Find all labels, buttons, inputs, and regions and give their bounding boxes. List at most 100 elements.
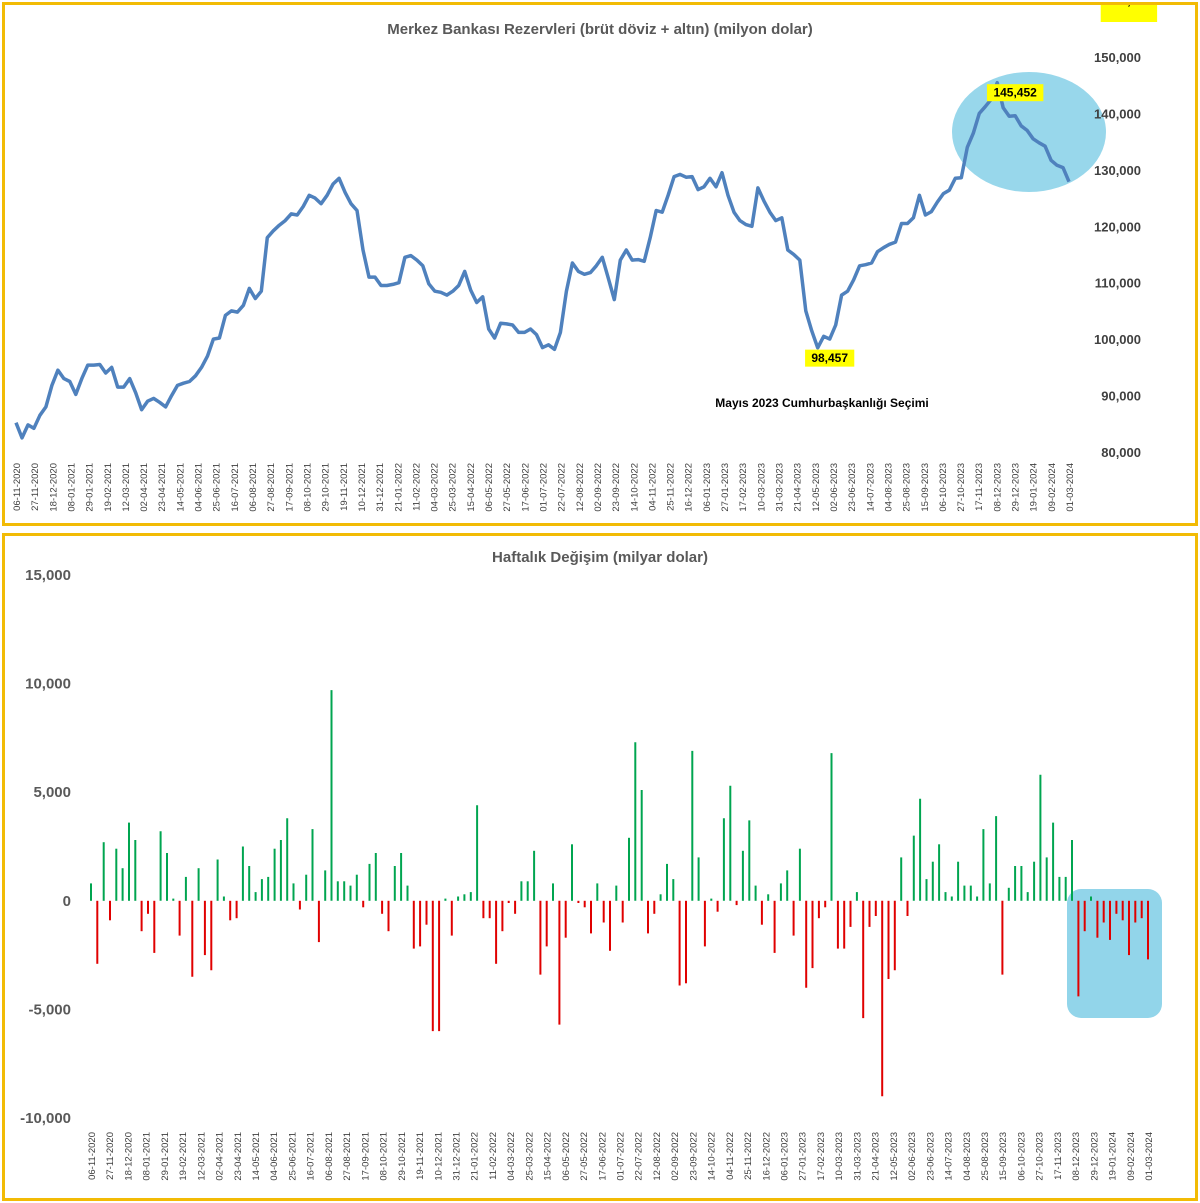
x-tick-label: 06-08-2021 (248, 463, 259, 512)
x-tick-label: 06-01-2023 (702, 463, 713, 512)
x-tick-label: 06-11-2020 (87, 1132, 98, 1180)
x-tick-label: 16-12-2022 (684, 463, 695, 512)
callout-label: 145,452 (993, 86, 1037, 100)
y-tick-label: 120,000 (1094, 219, 1141, 234)
x-tick-label: 08-12-2023 (1071, 1132, 1082, 1181)
x-tick-label: 25-03-2022 (524, 1132, 535, 1181)
x-tick-label: 25-06-2021 (212, 463, 223, 512)
x-tick-label: 27-11-2020 (105, 1132, 116, 1180)
x-tick-label: 02-06-2023 (907, 1132, 918, 1181)
x-tick-label: 21-01-2022 (393, 463, 404, 512)
x-tick-label: 16-07-2021 (306, 1132, 317, 1181)
x-tick-label: 01-07-2022 (539, 463, 550, 512)
x-tick-label: 10-12-2021 (357, 463, 368, 512)
reserves-series-line (14, 80, 1071, 440)
callout-label: 98,457 (811, 351, 848, 365)
x-tick-label: 27-10-2023 (956, 463, 967, 512)
x-tick-label: 29-10-2021 (321, 463, 332, 512)
x-tick-label: 10-03-2023 (756, 463, 767, 512)
x-tick-label: 08-10-2021 (303, 463, 314, 512)
x-tick-label: 17-09-2021 (360, 1132, 371, 1181)
x-tick-label: 04-11-2022 (647, 463, 658, 511)
x-tick-label: 10-03-2023 (834, 1132, 845, 1181)
weekly-change-chart-title: Haftalık Değişim (milyar dolar) (492, 549, 708, 566)
y-tick-label: 10,000 (25, 676, 71, 693)
x-tick-label: 19-01-2024 (1108, 1132, 1119, 1181)
x-tick-label: 15-09-2023 (920, 463, 931, 512)
x-tick-label: 29-12-2023 (1089, 1132, 1100, 1181)
x-tick-label: 19-11-2021 (415, 1132, 426, 1180)
x-tick-label: 31-03-2023 (775, 463, 786, 512)
y-tick-label: -10,000 (20, 1110, 71, 1127)
x-tick-label: 16-07-2021 (230, 463, 241, 512)
x-tick-label: 10-12-2021 (433, 1132, 444, 1181)
x-tick-label: 23-09-2022 (611, 463, 622, 512)
y-tick-label: 90,000 (1101, 389, 1141, 404)
x-tick-label: 31-03-2023 (852, 1132, 863, 1181)
y-tick-label: 0 (63, 893, 71, 910)
y-tick-label: 130,000 (1094, 163, 1141, 178)
callout-background (805, 349, 855, 367)
x-tick-label: 27-08-2021 (266, 463, 277, 512)
x-tick-label: 17-02-2023 (816, 1132, 827, 1181)
x-tick-label: 12-05-2023 (889, 1132, 900, 1181)
x-tick-label: 02-04-2021 (215, 1132, 226, 1181)
x-tick-label: 06-11-2020 (12, 463, 23, 511)
x-tick-label: 17-06-2022 (520, 463, 531, 512)
x-tick-label: 12-08-2022 (575, 463, 586, 512)
x-tick-label: 06-10-2023 (1016, 1132, 1027, 1181)
callout-background (986, 84, 1044, 102)
x-tick-label: 08-10-2021 (379, 1132, 390, 1181)
x-tick-label: 19-01-2024 (1029, 463, 1040, 512)
y-tick-label: 110,000 (1095, 276, 1141, 291)
x-tick-label: 29-10-2021 (397, 1132, 408, 1181)
x-tick-label: 25-06-2021 (288, 1132, 299, 1181)
x-tick-label: 12-03-2021 (196, 1132, 207, 1181)
x-tick-label: 31-12-2021 (452, 1132, 463, 1181)
x-tick-label: 01-07-2022 (616, 1132, 627, 1181)
x-tick-label: 02-09-2022 (670, 1132, 681, 1181)
x-tick-label: 29-12-2023 (1011, 463, 1022, 512)
x-tick-label: 25-11-2022 (666, 463, 677, 511)
x-tick-label: 08-01-2021 (67, 463, 78, 512)
x-tick-label: 11-02-2022 (488, 1132, 499, 1180)
x-tick-label: 25-03-2022 (448, 463, 459, 512)
x-tick-label: 19-11-2021 (339, 463, 350, 511)
x-tick-label: 19-02-2021 (178, 1132, 189, 1181)
highlight-box (1067, 889, 1162, 1018)
x-tick-label: 17-06-2022 (597, 1132, 608, 1181)
x-tick-label: 14-07-2023 (944, 1132, 955, 1181)
y-tick-label: -5,000 (28, 1001, 71, 1018)
x-tick-label: 02-09-2022 (593, 463, 604, 512)
x-tick-label: 04-08-2023 (962, 1132, 973, 1181)
x-tick-label: 04-11-2022 (725, 1132, 736, 1180)
x-tick-label: 12-05-2023 (811, 463, 822, 512)
y-tick-label: 140,000 (1094, 106, 1141, 121)
x-tick-label: 04-06-2021 (269, 1132, 280, 1181)
x-tick-label: 27-11-2020 (30, 463, 41, 511)
x-tick-label: 25-08-2023 (980, 1132, 991, 1181)
x-tick-label: 06-08-2021 (324, 1132, 335, 1181)
x-tick-label: 06-10-2023 (938, 463, 949, 512)
x-tick-label: 14-05-2021 (251, 1132, 262, 1181)
x-tick-label: 25-08-2023 (902, 463, 913, 512)
x-tick-label: 18-12-2020 (123, 1132, 134, 1181)
x-tick-label: 12-03-2021 (121, 463, 132, 512)
x-tick-label: 12-08-2022 (652, 1132, 663, 1181)
x-tick-label: 14-05-2021 (175, 463, 186, 512)
x-tick-label: 01-03-2024 (1144, 1132, 1155, 1181)
x-tick-label: 27-10-2023 (1035, 1132, 1046, 1181)
x-tick-label: 08-01-2021 (142, 1132, 153, 1181)
x-tick-label: 04-08-2023 (883, 463, 894, 512)
x-tick-label: 06-05-2022 (561, 1132, 572, 1181)
x-tick-label: 23-04-2021 (157, 463, 168, 512)
x-tick-label: 29-01-2021 (160, 1132, 171, 1181)
x-tick-label: 04-03-2022 (430, 463, 441, 512)
x-tick-label: 17-09-2021 (284, 463, 295, 512)
x-tick-label: 23-09-2022 (688, 1132, 699, 1181)
x-tick-label: 22-07-2022 (634, 1132, 645, 1181)
x-tick-label: 06-01-2023 (780, 1132, 791, 1181)
x-tick-label: 27-05-2022 (579, 1132, 590, 1181)
x-tick-label: 17-11-2023 (1053, 1132, 1064, 1180)
x-tick-label: 15-04-2022 (543, 1132, 554, 1181)
